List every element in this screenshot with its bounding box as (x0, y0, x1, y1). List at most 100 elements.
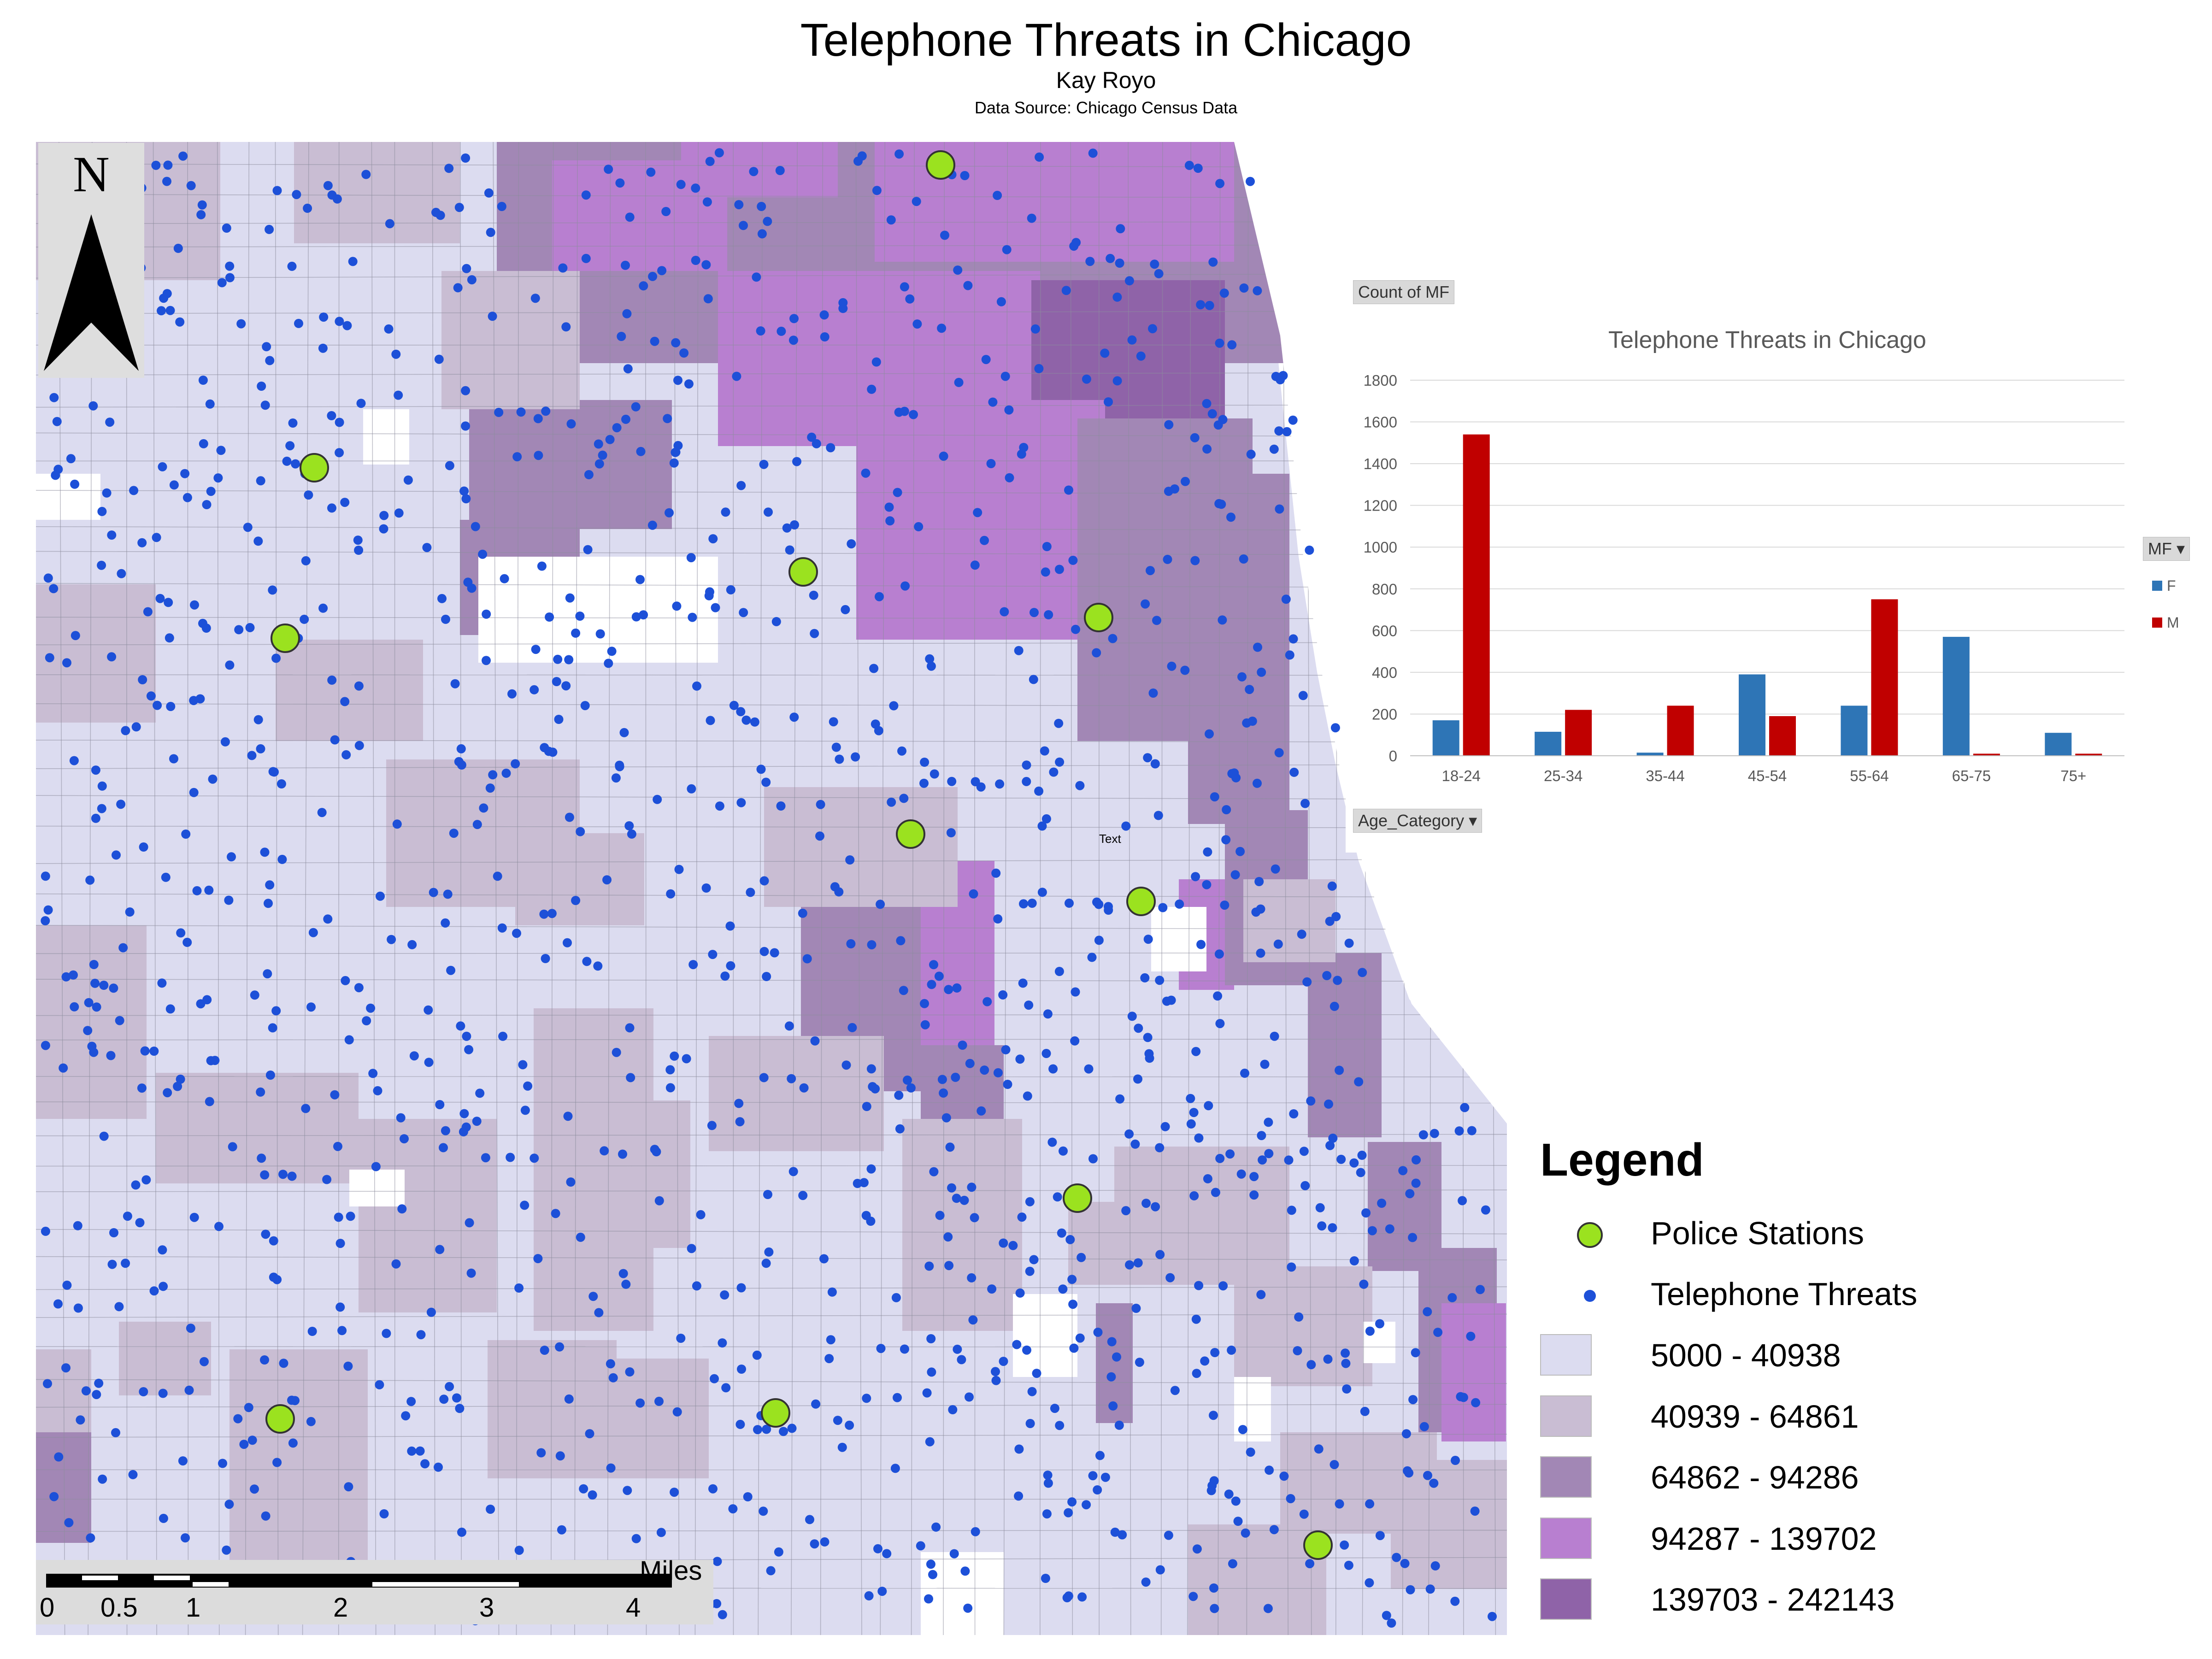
telephone-threat-point (406, 1397, 416, 1406)
telephone-threat-point (894, 1090, 904, 1100)
telephone-threat-point (1219, 288, 1229, 298)
telephone-threat-point (934, 971, 944, 981)
telephone-threat-point (726, 585, 735, 594)
telephone-threat-point (937, 1075, 947, 1084)
telephone-threat-point (1335, 1499, 1344, 1509)
telephone-threat-point (833, 1416, 842, 1425)
telephone-threat-point (271, 653, 281, 663)
telephone-threat-point (1418, 1130, 1428, 1140)
telephone-threat-point (391, 349, 401, 359)
telephone-threat-point (1210, 1348, 1220, 1357)
telephone-threat-point (895, 1124, 905, 1134)
telephone-threat-point (271, 1006, 281, 1016)
tract-boundary (153, 142, 157, 1635)
x-tick-label: 35-44 (1646, 767, 1684, 784)
telephone-threat-point (1032, 1369, 1041, 1378)
telephone-threat-point (1133, 1074, 1142, 1084)
telephone-threat-point (401, 1411, 411, 1421)
telephone-threat-point (1116, 224, 1125, 234)
telephone-threat-point (762, 972, 771, 981)
telephone-threat-point (1227, 1345, 1236, 1355)
telephone-threat-point (204, 885, 214, 895)
telephone-threat-point (1327, 881, 1337, 891)
telephone-threat-point (1430, 1129, 1439, 1138)
telephone-threat-point (102, 488, 112, 498)
telephone-threat-point (1005, 473, 1014, 482)
telephone-threat-point (1136, 351, 1146, 361)
telephone-threat-point (1022, 1345, 1031, 1355)
telephone-threat-point (631, 612, 641, 622)
tract-boundary (758, 142, 763, 1635)
telephone-threat-point (1027, 213, 1036, 223)
threat-dot-icon (1584, 1290, 1596, 1302)
telephone-threat-point (52, 417, 62, 426)
telephone-threat-point (706, 716, 715, 725)
telephone-threat-point (407, 1446, 417, 1456)
telephone-threat-point (576, 1232, 585, 1242)
telephone-threat-point (1225, 1149, 1235, 1159)
telephone-threat-point (73, 1221, 82, 1230)
telephone-threat-point (486, 1505, 495, 1514)
tract-boundary (36, 1038, 1507, 1041)
telephone-threat-point (244, 1403, 253, 1412)
telephone-threat-point (1203, 847, 1212, 857)
telephone-threat-point (1323, 1354, 1333, 1364)
bar-f (1739, 674, 1765, 756)
census-tract (1068, 1202, 1206, 1285)
telephone-threat-point (1405, 1189, 1415, 1199)
telephone-threat-point (553, 654, 563, 664)
telephone-threat-point (1257, 1131, 1266, 1141)
telephone-threat-point (488, 312, 497, 321)
telephone-threat-point (233, 1414, 243, 1424)
telephone-threat-point (576, 827, 585, 836)
telephone-threat-point (1200, 1356, 1210, 1366)
census-tract (571, 1100, 690, 1248)
telephone-threat-point (1325, 1141, 1335, 1150)
telephone-threat-point (1324, 1099, 1333, 1109)
telephone-threat-point (889, 701, 899, 711)
telephone-threat-point (1064, 485, 1073, 495)
telephone-threat-point (1069, 1343, 1079, 1353)
telephone-threat-point (180, 469, 190, 478)
telephone-threat-point (606, 1359, 615, 1369)
telephone-threat-point (1256, 948, 1265, 958)
telephone-threat-point (558, 263, 568, 273)
telephone-threat-point (999, 1238, 1008, 1248)
legend-field-button[interactable]: MF ▾ (2143, 537, 2190, 561)
telephone-threat-point (318, 343, 328, 353)
telephone-threat-point (1067, 1497, 1077, 1507)
tract-boundary (59, 142, 65, 1635)
y-tick-label: 400 (1372, 664, 1397, 681)
tract-boundary (217, 142, 220, 1635)
telephone-threat-point (344, 1482, 353, 1492)
telephone-threat-point (149, 1047, 159, 1056)
empty-tract (36, 474, 100, 520)
telephone-threat-point (604, 659, 613, 668)
telephone-threat-point (1082, 374, 1091, 384)
telephone-threat-point (201, 624, 211, 633)
telephone-threat-point (805, 1515, 814, 1524)
telephone-threat-point (652, 1147, 661, 1157)
telephone-threat-point (1204, 1101, 1213, 1111)
telephone-threat-point (912, 319, 922, 329)
telephone-threat-point (692, 681, 701, 691)
telephone-threat-point (182, 937, 192, 947)
telephone-threat-point (891, 1293, 901, 1302)
telephone-threat-point (523, 1081, 533, 1091)
telephone-threat-point (472, 820, 482, 830)
telephone-threat-point (691, 183, 700, 193)
scale-unit: Miles (640, 1556, 702, 1586)
legend-swatch (1540, 1518, 1592, 1559)
axis-field-button[interactable]: Age_Category ▾ (1353, 809, 1483, 833)
telephone-threat-point (1065, 1235, 1075, 1244)
telephone-threat-point (1055, 1421, 1065, 1430)
telephone-threat-point (1000, 371, 1010, 381)
telephone-threat-point (631, 1534, 641, 1543)
value-field-button[interactable]: Count of MF (1353, 280, 1455, 304)
telephone-threat-point (887, 797, 896, 807)
telephone-threat-point (118, 943, 128, 953)
telephone-threat-point (318, 603, 328, 613)
telephone-threat-point (960, 171, 970, 180)
telephone-threat-point (1340, 1540, 1349, 1550)
telephone-threat-point (924, 1261, 934, 1271)
